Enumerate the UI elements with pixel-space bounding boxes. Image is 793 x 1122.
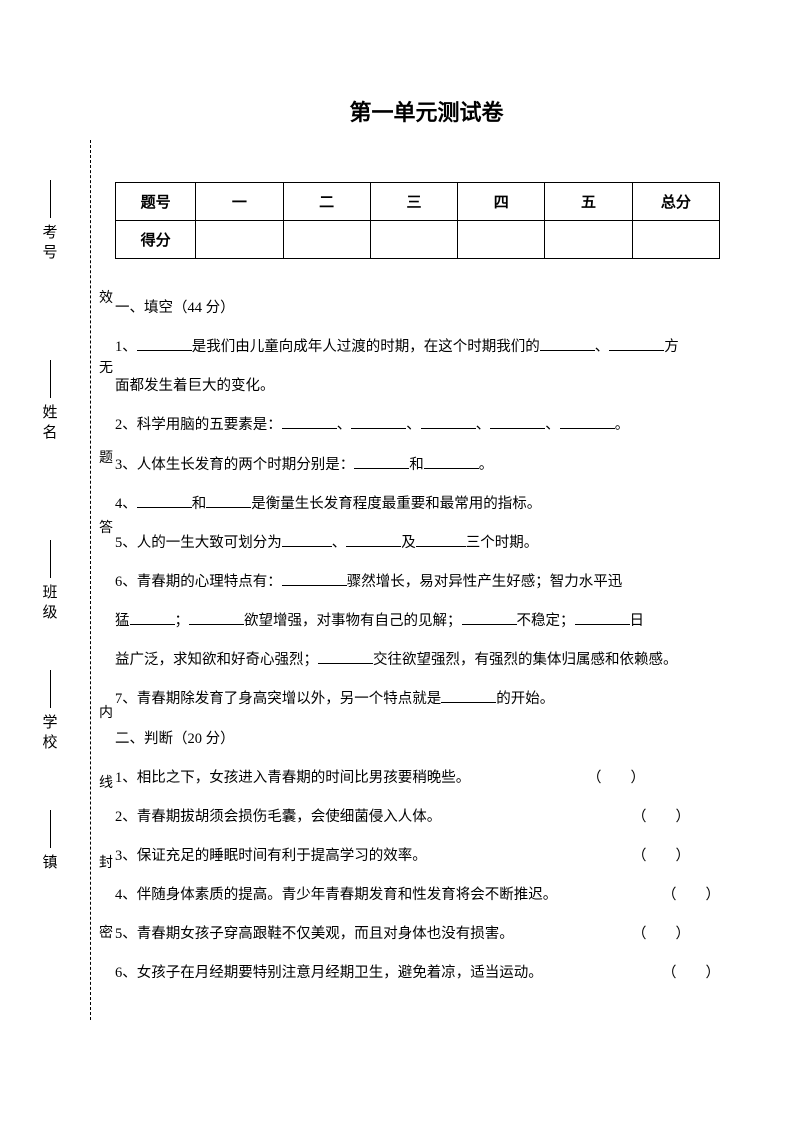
score-table: 题号一二三四五总分 得分 [115, 182, 720, 259]
blank-underline [416, 532, 466, 547]
blank-underline [441, 689, 496, 704]
judge-line-1: 2、青春期拔胡须会损伤毛囊，会使细菌侵入人体。（ ） [115, 798, 735, 837]
score-col-五: 五 [545, 183, 632, 221]
judge-line-5: 6、女孩子在月经期要特别注意月经期卫生，避免着凉，适当运动。（ ） [115, 954, 735, 993]
content-body: 一、填空（44 分） 1、是我们由儿童向成年人过渡的时期，在这个时期我们的、方面… [115, 289, 735, 994]
blank-underline [424, 454, 479, 469]
fill-blank-line-0: 1、是我们由儿童向成年人过渡的时期，在这个时期我们的、方 [115, 328, 735, 367]
score-col-一: 一 [196, 183, 283, 221]
blank-underline [560, 415, 615, 430]
judge-line-2: 3、保证充足的睡眠时间有利于提高学习的效率。（ ） [115, 837, 735, 876]
binding-label-考号: 考号 [30, 180, 70, 263]
fill-blank-line-3: 3、人体生长发育的两个时期分别是：和。 [115, 446, 735, 485]
binding-label-学校: 学校 [30, 670, 70, 753]
blank-underline [354, 454, 409, 469]
score-cell-5 [545, 221, 632, 259]
fill-blank-line-2: 2、科学用脑的五要素是：、、、、。 [115, 406, 735, 445]
binding-inner-线: 线 [96, 775, 116, 793]
blank-underline [575, 611, 630, 626]
score-row-label: 得分 [116, 221, 196, 259]
binding-margin: 考号姓名班级学校镇 效无题答内线封密 [30, 140, 110, 1020]
judge-paren: （ ） [632, 837, 690, 876]
blank-underline [282, 415, 337, 430]
blank-underline [318, 650, 373, 665]
binding-label-姓名: 姓名 [30, 360, 70, 443]
blank-underline [189, 611, 244, 626]
judge-paren: （ ） [587, 759, 645, 798]
score-cell-1 [196, 221, 283, 259]
judge-line-3: 4、伴随身体素质的提高。青少年青春期发育和性发育将会不断推迟。（ ） [115, 876, 735, 915]
judge-line-0: 1、相比之下，女孩进入青春期的时间比男孩要稍晚些。（ ） [115, 759, 735, 798]
binding-inner-题: 题 [96, 450, 116, 468]
blank-underline [282, 532, 332, 547]
fill-blank-line-7: 猛；欲望增强，对事物有自己的见解；不稳定；日 [115, 602, 735, 641]
judge-paren: （ ） [632, 798, 690, 837]
score-cell-2 [283, 221, 370, 259]
judge-paren: （ ） [662, 876, 720, 915]
blank-underline [421, 415, 476, 430]
blank-underline [540, 337, 595, 352]
fill-blank-line-6: 6、青春期的心理特点有：骤然增长，易对异性产生好感；智力水平迅 [115, 563, 735, 602]
binding-dashed-line [90, 140, 91, 1020]
score-col-四: 四 [458, 183, 545, 221]
score-col-label: 题号 [116, 183, 196, 221]
binding-label-镇: 镇 [30, 810, 70, 874]
blank-underline [351, 415, 406, 430]
score-cell-4 [458, 221, 545, 259]
fill-blank-line-1: 面都发生着巨大的变化。 [115, 367, 735, 406]
blank-underline [346, 532, 401, 547]
section2-heading: 二、判断（20 分） [115, 720, 735, 759]
score-col-总分: 总分 [632, 183, 719, 221]
score-col-二: 二 [283, 183, 370, 221]
binding-inner-封: 封 [96, 855, 116, 873]
fill-blank-line-4: 4、和是衡量生长发育程度最重要和最常用的指标。 [115, 485, 735, 524]
binding-inner-内: 内 [96, 705, 116, 723]
blank-underline [490, 415, 545, 430]
binding-inner-答: 答 [96, 520, 116, 538]
binding-inner-密: 密 [96, 925, 116, 943]
score-col-三: 三 [370, 183, 457, 221]
binding-inner-效: 效 [96, 290, 116, 308]
fill-blank-line-8: 益广泛，求知欲和好奇心强烈；交往欲望强烈，有强烈的集体归属感和依赖感。 [115, 641, 735, 680]
binding-label-班级: 班级 [30, 540, 70, 623]
fill-blank-line-5: 5、人的一生大致可划分为、及三个时期。 [115, 524, 735, 563]
section1-heading: 一、填空（44 分） [115, 289, 735, 328]
binding-inner-无: 无 [96, 360, 116, 378]
blank-underline [130, 611, 175, 626]
judge-line-4: 5、青春期女孩子穿高跟鞋不仅美观，而且对身体也没有损害。（ ） [115, 915, 735, 954]
page-title: 第一单元测试卷 [115, 95, 738, 127]
judge-paren: （ ） [662, 954, 720, 993]
blank-underline [282, 571, 347, 586]
judge-paren: （ ） [632, 915, 690, 954]
blank-underline [206, 493, 251, 508]
blank-underline [609, 337, 664, 352]
blank-underline [137, 493, 192, 508]
fill-blank-line-9: 7、青春期除发育了身高突增以外，另一个特点就是的开始。 [115, 680, 735, 719]
blank-underline [137, 337, 192, 352]
score-cell-6 [632, 221, 719, 259]
score-cell-3 [370, 221, 457, 259]
blank-underline [462, 611, 517, 626]
